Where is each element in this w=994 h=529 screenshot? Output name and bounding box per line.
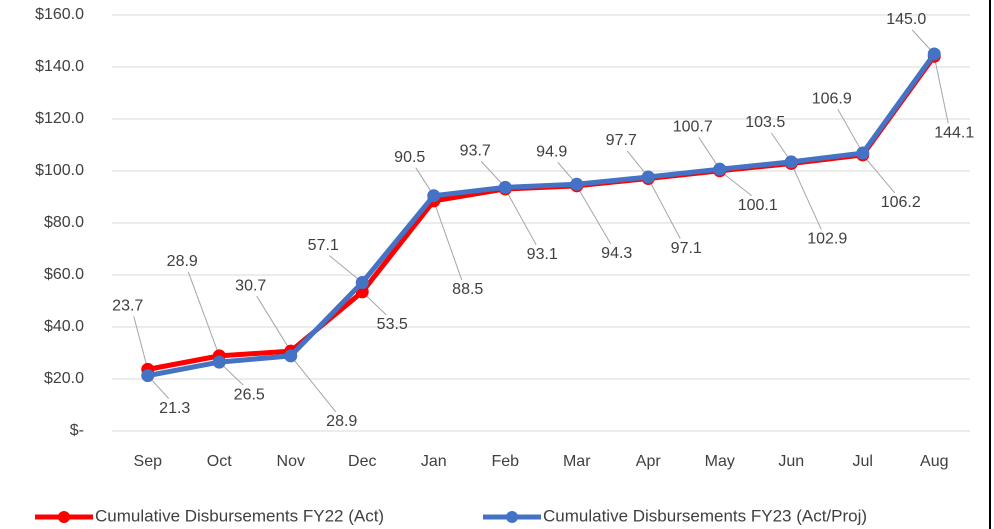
data-label: 94.9	[536, 143, 567, 160]
x-tick-label: Nov	[277, 453, 305, 470]
data-label: 26.5	[234, 386, 265, 403]
leader-line	[504, 188, 537, 246]
data-label: 30.7	[235, 277, 266, 294]
leader-line	[290, 355, 337, 413]
leader-line	[790, 163, 822, 230]
y-tick-label: $40.0	[44, 318, 84, 335]
point-marker	[284, 349, 298, 363]
data-label: 93.1	[527, 246, 558, 263]
y-tick-label: $20.0	[44, 370, 84, 387]
leader-line	[933, 56, 949, 124]
point-marker	[498, 180, 512, 194]
x-tick-label: Apr	[636, 453, 662, 470]
y-tick-label: $160.0	[35, 6, 84, 23]
data-label: 57.1	[308, 237, 339, 254]
y-tick-label: $60.0	[44, 266, 84, 283]
leader-line	[647, 178, 681, 239]
data-label: 28.9	[167, 253, 198, 270]
legend-label: Cumulative Disbursements FY22 (Act)	[95, 506, 384, 525]
point-marker	[141, 369, 155, 383]
data-label: 103.5	[745, 114, 785, 131]
point-marker	[641, 170, 655, 184]
data-label: 94.3	[601, 245, 632, 262]
data-label: 100.1	[738, 197, 778, 214]
point-marker	[927, 47, 941, 61]
legend-label: Cumulative Disbursements FY23 (Act/Proj)	[543, 506, 867, 525]
data-label: 100.7	[673, 118, 713, 135]
x-tick-label: Jan	[421, 453, 447, 470]
x-tick-label: May	[705, 453, 735, 470]
leader-line	[719, 170, 753, 197]
leader-line	[187, 271, 220, 357]
point-marker	[570, 177, 584, 191]
data-label: 97.1	[671, 240, 702, 257]
point-marker	[212, 355, 226, 369]
leader-line	[256, 295, 292, 352]
legend-marker	[506, 511, 518, 523]
y-tick-label: $80.0	[44, 214, 84, 231]
data-label: 90.5	[394, 149, 425, 166]
point-marker	[427, 189, 441, 203]
leader-line	[328, 255, 363, 283]
x-tick-label: Jun	[778, 453, 804, 470]
data-label: 106.9	[812, 90, 852, 107]
data-label: 97.7	[606, 132, 637, 149]
data-label: 88.5	[452, 281, 483, 298]
data-label: 93.7	[460, 143, 491, 160]
point-marker	[713, 162, 727, 176]
x-tick-label: Aug	[920, 453, 948, 470]
x-tick-label: Feb	[491, 453, 519, 470]
leader-line	[862, 154, 896, 194]
y-tick-label: $140.0	[35, 58, 84, 75]
leader-line	[133, 316, 149, 370]
data-label: 53.5	[377, 316, 408, 333]
point-marker	[856, 146, 870, 160]
data-label: 28.9	[326, 413, 357, 430]
data-label: 145.0	[886, 11, 926, 28]
data-label: 144.1	[934, 125, 974, 142]
data-label: 23.7	[112, 298, 143, 315]
x-tick-label: Sep	[134, 453, 163, 470]
data-label: 102.9	[807, 231, 847, 248]
legend-marker	[58, 511, 70, 523]
leader-line	[837, 108, 864, 154]
point-marker	[784, 155, 798, 169]
data-label: 106.2	[881, 194, 921, 211]
leader-line	[576, 185, 612, 245]
x-tick-label: Jul	[853, 453, 873, 470]
y-tick-label: $120.0	[35, 110, 84, 127]
data-label: 21.3	[159, 400, 190, 417]
y-tick-label: $-	[70, 422, 84, 439]
x-tick-label: Dec	[348, 453, 376, 470]
x-tick-label: Mar	[563, 453, 591, 470]
leader-line	[433, 200, 463, 281]
y-tick-label: $100.0	[35, 162, 84, 179]
series-line	[147, 52, 937, 379]
x-tick-label: Oct	[207, 453, 232, 470]
point-marker	[355, 276, 369, 290]
